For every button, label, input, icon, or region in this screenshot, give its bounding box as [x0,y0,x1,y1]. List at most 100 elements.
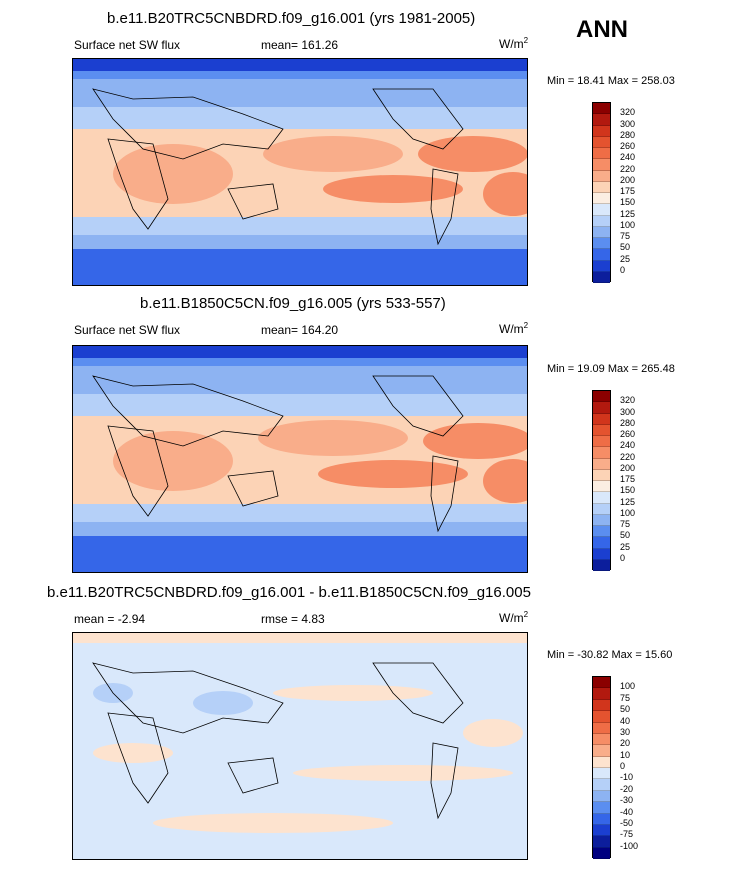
colorbar-segment [593,271,610,283]
panel3-mean-label: mean = -2.94 [74,612,146,626]
colorbar-tick-label: -75 [620,829,634,840]
colorbar-tick-label: -30 [620,795,634,806]
colorbar-segment [593,711,610,723]
colorbar-tick-label: 280 [620,129,636,140]
colorbar-tick-label: 75 [620,519,631,529]
colorbar-segment [593,193,610,205]
colorbar-segment [593,802,610,814]
colorbar-segment [593,537,610,549]
colorbar-tick-label: -100 [620,840,639,851]
panel3-units: W/m2 [499,610,529,625]
panel2-min-max: Min = 19.09 Max = 265.48 [547,363,675,375]
colorbar-segment [593,559,610,571]
colorbar-tick-label: 240 [620,152,636,163]
colorbar-tick-label: 280 [620,417,636,428]
colorbar-segment [593,170,610,182]
colorbar-segment [593,722,610,734]
colorbar-segment [593,215,610,227]
panel2-variable-label: Surface net SW flux [74,323,181,337]
colorbar-segment [593,260,610,272]
colorbar-tick-label: 40 [620,715,631,726]
colorbar-tick-label: 100 [620,507,636,518]
colorbar-segment [593,824,610,837]
panel1-units: W/m2 [499,36,529,51]
colorbar-segment [593,458,610,470]
colorbar-tick-label: -10 [620,772,634,783]
colorbar-segment [593,699,610,712]
colorbar-tick-label: 125 [620,208,636,219]
colorbar-tick-label: 50 [620,530,631,541]
colorbar-segment [593,226,610,238]
season-label: ANN [576,16,628,43]
colorbar-segment [593,436,610,448]
colorbar-segment [593,548,610,560]
colorbar-tick-label: 300 [620,118,636,129]
colorbar-tick-label: 25 [620,541,631,552]
colorbar-segment [593,756,610,768]
colorbar-tick-label: 100 [620,219,636,230]
colorbar-tick-label: 50 [620,704,631,715]
colorbar-tick-label: -20 [620,783,634,794]
panel2-map [72,345,528,573]
colorbar-tick-label: 200 [620,174,636,185]
colorbar-segment [593,447,610,459]
colorbar-tick-label: 0 [620,552,626,563]
colorbar-tick-label: -50 [620,817,634,828]
colorbar-segment [593,114,610,126]
colorbar-tick-label: 10 [620,749,631,760]
colorbar-segment [593,514,610,526]
colorbar-segment [593,503,610,515]
panel1-min-max: Min = 18.41 Max = 258.03 [547,75,675,87]
panel2-title: b.e11.B1850C5CN.f09_g16.005 (yrs 533-557… [140,295,446,312]
colorbar-segment [593,677,610,689]
colorbar-segment [593,402,610,414]
panel2-colorbar [592,390,611,571]
colorbar-tick-label: 150 [620,485,636,496]
colorbar-tick-label: 75 [620,692,631,703]
colorbar-tick-label: 0 [620,264,626,275]
colorbar-segment [593,768,610,780]
colorbar-tick-label: 125 [620,496,636,507]
colorbar-tick-label: 175 [620,474,636,484]
panel1-colorbar [592,102,611,283]
colorbar-segment [593,847,610,859]
colorbar-segment [593,391,610,403]
colorbar-segment [593,779,610,791]
colorbar-tick-label: 75 [620,231,631,241]
colorbar-tick-label: 220 [620,163,636,174]
colorbar-tick-label: 50 [620,242,631,253]
colorbar-tick-label: -40 [620,806,634,817]
colorbar-segment [593,159,610,171]
colorbar-segment [593,136,610,148]
colorbar-segment [593,813,610,825]
colorbar-segment [593,148,610,160]
panel2-mean-label: mean= 164.20 [261,323,339,337]
colorbar-segment [593,181,610,193]
colorbar-tick-label: 100 [620,681,636,692]
colorbar-segment [593,204,610,216]
colorbar-segment [593,745,610,757]
colorbar-segment [593,469,610,481]
colorbar-tick-label: 220 [620,451,636,462]
panel1-mean-label: mean= 161.26 [261,38,339,52]
colorbar-segment [593,238,610,250]
colorbar-tick-label: 20 [620,738,631,749]
colorbar-segment [593,492,610,504]
colorbar-segment [593,249,610,261]
colorbar-tick-label: 150 [620,197,636,208]
panel3-min-max: Min = -30.82 Max = 15.60 [547,649,673,661]
colorbar-tick-label: 300 [620,406,636,417]
panel3-title: b.e11.B20TRC5CNBDRD.f09_g16.001 - b.e11.… [47,584,531,601]
colorbar-segment [593,790,610,803]
colorbar-tick-label: 260 [620,141,636,151]
panel3-colorbar [592,676,611,859]
colorbar-segment [593,103,610,115]
colorbar-segment [593,424,610,436]
panel1-variable-label: Surface net SW flux [74,38,181,52]
colorbar-segment [593,481,610,493]
colorbar-segment [593,836,610,848]
colorbar-tick-label: 260 [620,429,636,439]
colorbar-segment [593,526,610,538]
panel3-rmse-label: rmse = 4.83 [261,612,325,626]
panel3-map [72,632,528,860]
